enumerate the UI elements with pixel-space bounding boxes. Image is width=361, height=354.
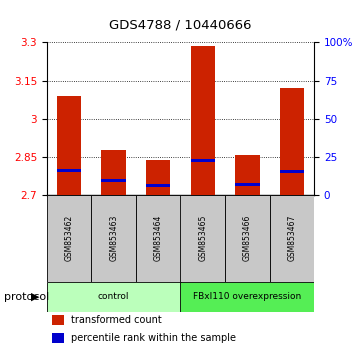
Bar [180,282,314,312]
Bar [180,195,225,282]
Text: GSM853465: GSM853465 [198,215,207,261]
Bar [146,184,170,187]
Bar [279,171,304,173]
Text: protocol: protocol [4,292,49,302]
Bar [57,96,82,195]
Bar [101,179,126,182]
Text: transformed count: transformed count [71,315,162,325]
Text: control: control [98,292,130,301]
Bar [270,195,314,282]
Text: FBxl110 overexpression: FBxl110 overexpression [193,292,301,301]
Bar [235,183,260,186]
Bar [146,160,170,195]
Bar [57,169,82,172]
Bar [91,195,136,282]
Bar [52,333,64,343]
Bar [47,282,180,312]
Bar [136,195,180,282]
Text: ▶: ▶ [31,292,39,302]
Text: GSM853466: GSM853466 [243,215,252,261]
Bar [101,150,126,195]
Text: GSM853464: GSM853464 [154,215,163,261]
Text: GDS4788 / 10440666: GDS4788 / 10440666 [109,19,252,32]
Bar [47,195,91,282]
Bar [225,195,270,282]
Bar [52,315,64,325]
Text: GSM853463: GSM853463 [109,215,118,261]
Text: GSM853467: GSM853467 [287,215,296,261]
Text: percentile rank within the sample: percentile rank within the sample [71,333,236,343]
Bar [191,159,215,162]
Bar [279,88,304,195]
Bar [235,155,260,195]
Bar [191,46,215,195]
Text: GSM853462: GSM853462 [65,215,74,261]
